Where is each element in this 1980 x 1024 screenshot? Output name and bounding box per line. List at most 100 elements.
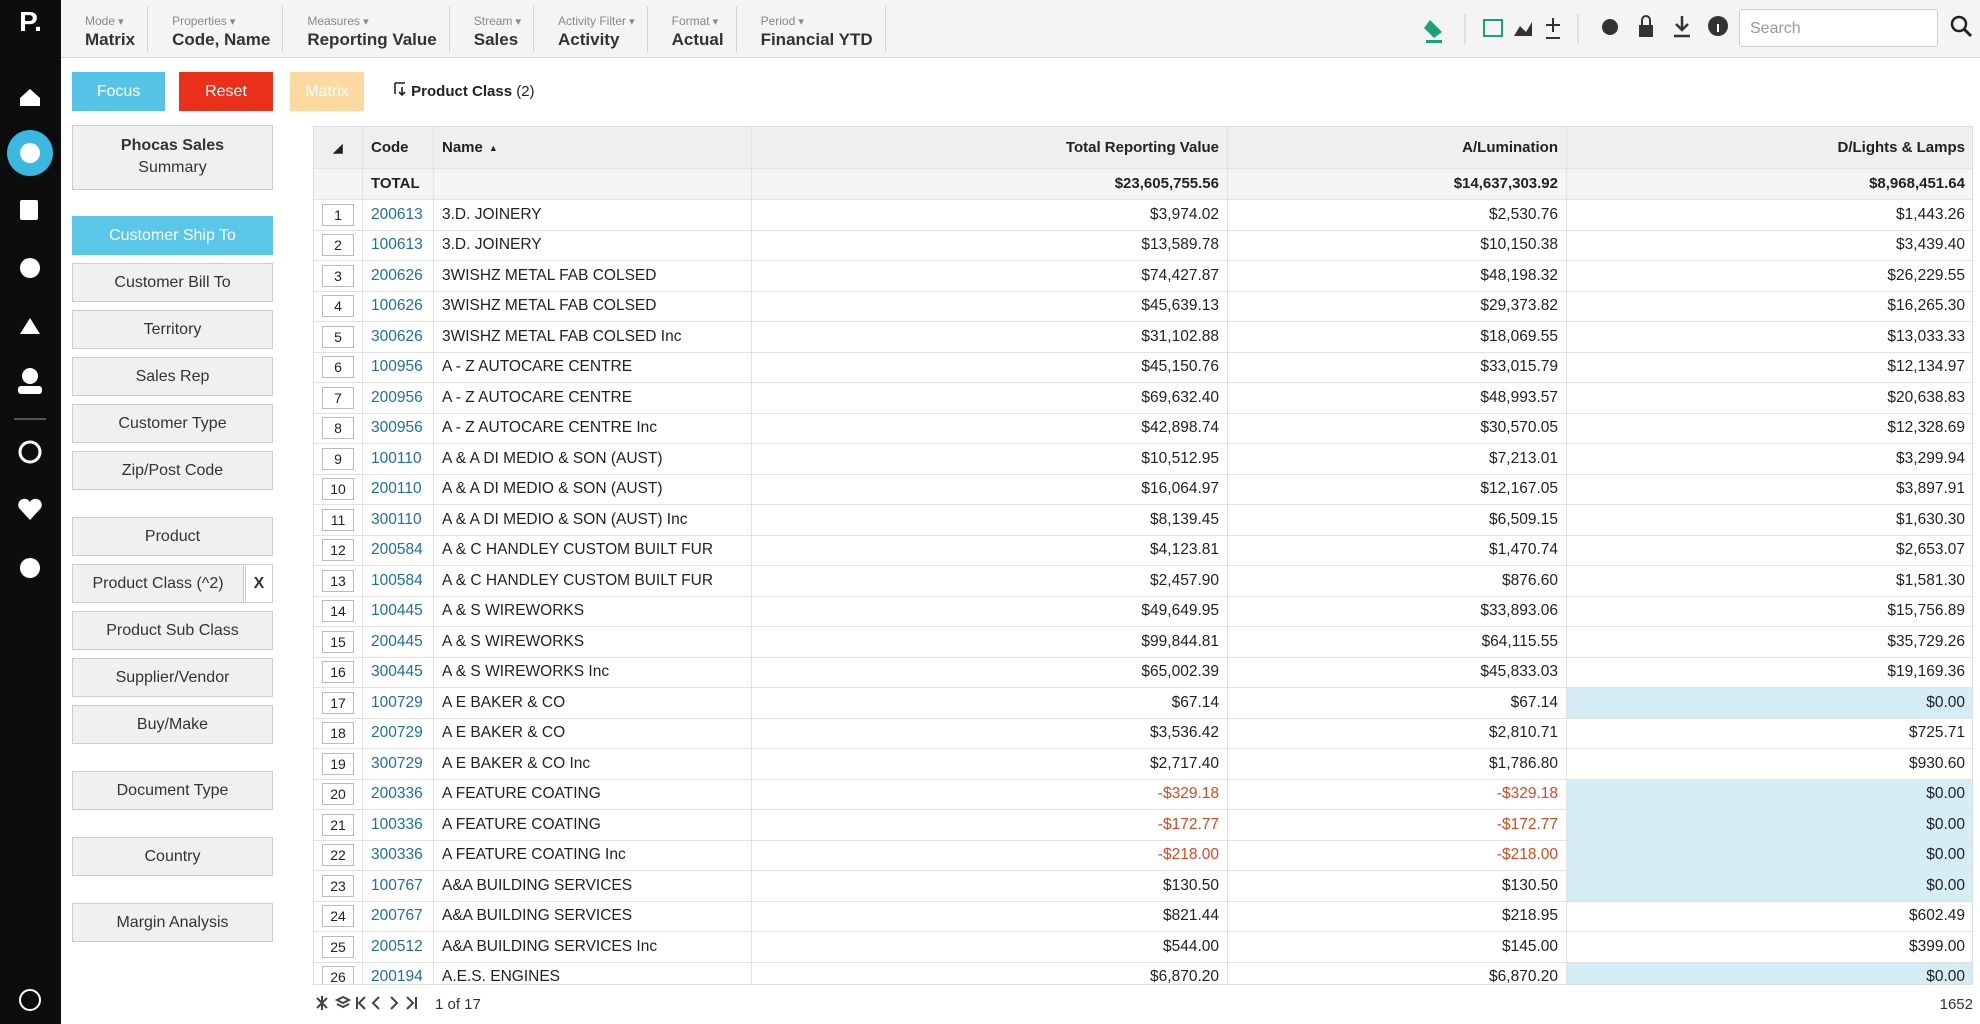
value-cell: $3,439.40 [1567,231,1973,261]
code-link[interactable]: 300626 [363,322,434,352]
code-link[interactable]: 200336 [363,780,434,810]
name-cell: A&A BUILDING SERVICES [434,902,752,932]
table-row: 9100110A & A DI MEDIO & SON (AUST)$10,51… [314,444,1973,475]
code-link[interactable]: 300956 [363,414,434,444]
value-cell: $2,457.90 [752,566,1228,596]
value-cell: $3,299.94 [1567,444,1973,474]
table-row: 22300336A FEATURE COATING Inc-$218.00-$2… [314,841,1973,872]
dimension-button[interactable]: Margin Analysis [72,903,273,942]
toolbar-item[interactable]: MeasuresReporting Value [283,6,449,52]
value-cell: -$218.00 [1228,841,1567,871]
dimension-button[interactable]: Territory [72,310,273,349]
focus-button[interactable]: Focus [72,72,165,111]
dimension-button[interactable]: Customer Ship To [72,216,273,255]
value-cell: $3,897.91 [1567,475,1973,505]
column-header[interactable]: Name▲ [434,127,752,168]
value-cell: $12,328.69 [1567,414,1973,444]
dimension-button[interactable]: Buy/Make [72,705,273,744]
breadcrumb[interactable]: Product Class (2) [393,82,535,100]
sidebar-title[interactable]: Phocas SalesSummary [72,125,273,190]
value-cell: $35,729.26 [1567,627,1973,657]
column-header[interactable]: A/Lumination [1228,127,1567,168]
toolbar-item[interactable]: PeriodFinancial YTD [737,6,886,52]
value-cell: $7,213.01 [1228,444,1567,474]
code-link[interactable]: 200626 [363,261,434,291]
code-link[interactable]: 100336 [363,810,434,840]
value-cell: $1,581.30 [1567,566,1973,596]
total-row: TOTAL$23,605,755.56$14,637,303.92$8,968,… [314,169,1973,200]
code-link[interactable]: 200110 [363,475,434,505]
column-header[interactable]: Code [363,127,434,168]
value-cell: $130.50 [1228,871,1567,901]
pager-icons[interactable] [313,994,433,1014]
dimension-button[interactable]: Document Type [72,771,273,810]
toolbar-item[interactable]: StreamSales [450,6,534,52]
code-link[interactable]: 100110 [363,444,434,474]
nav-rail: P. [0,0,61,1024]
dimension-button[interactable]: Supplier/Vendor [72,658,273,697]
table-row: 15200445A & S WIREWORKS$99,844.81$64,115… [314,627,1973,658]
toolbar-item[interactable]: ModeMatrix [61,6,148,52]
value-cell: $45,639.13 [752,292,1228,322]
dimension-button[interactable]: Sales Rep [72,357,273,396]
row-index: 17 [322,692,354,714]
row-index: 13 [322,570,354,592]
table-row: 26200194A.E.S. ENGINES$6,870.20$6,870.20… [314,963,1973,986]
name-cell: A E BAKER & CO [434,688,752,718]
code-link[interactable]: 100445 [363,597,434,627]
reset-button[interactable]: Reset [179,72,273,111]
code-link[interactable]: 200767 [363,902,434,932]
record-count: 1652 [1940,996,1973,1013]
code-link[interactable]: 100613 [363,231,434,261]
code-link[interactable]: 200194 [363,963,434,986]
code-link[interactable]: 300336 [363,841,434,871]
name-cell: A - Z AUTOCARE CENTRE [434,353,752,383]
dimension-button[interactable]: Customer Type [72,404,273,443]
code-link[interactable]: 300110 [363,505,434,535]
toolbar-item[interactable]: Activity FilterActivity [534,6,648,52]
row-index-cell: 7 [314,383,363,413]
value-cell: $2,717.40 [752,749,1228,779]
code-link[interactable]: 300729 [363,749,434,779]
dimension-button[interactable]: Product Class (^2) [72,564,244,603]
name-cell: A E BAKER & CO Inc [434,749,752,779]
table-row: 16300445A & S WIREWORKS Inc$65,002.39$45… [314,658,1973,689]
code-link[interactable]: 100729 [363,688,434,718]
code-link[interactable]: 200729 [363,719,434,749]
code-link[interactable]: 200613 [363,200,434,230]
sidebar-title-text: Phocas Sales [121,137,224,154]
value-cell: $1,470.74 [1228,536,1567,566]
row-index: 20 [322,783,354,805]
toolbar-item[interactable]: FormatActual [648,6,737,52]
toolbar-item[interactable]: PropertiesCode, Name [148,6,283,52]
dimension-button[interactable]: Country [72,837,273,876]
search-input[interactable]: Search [1739,9,1938,47]
code-link[interactable]: 100584 [363,566,434,596]
code-link[interactable]: 100626 [363,292,434,322]
dimension-button[interactable]: Customer Bill To [72,263,273,302]
value-cell: $876.60 [1228,566,1567,596]
matrix-button[interactable]: Matrix [290,72,364,111]
code-link[interactable]: 100956 [363,353,434,383]
row-index-cell: 10 [314,475,363,505]
dimension-button[interactable]: Product Sub Class [72,611,273,650]
code-link[interactable]: 300445 [363,658,434,688]
remove-button[interactable]: X [245,564,273,603]
search-icon[interactable] [1950,15,1974,39]
column-header[interactable]: Total Reporting Value [752,127,1228,168]
row-index: 7 [322,387,354,409]
dimension-button[interactable]: Product [72,517,273,556]
code-link[interactable]: 200584 [363,536,434,566]
row-index: 25 [322,936,354,958]
dimension-button[interactable]: Zip/Post Code [72,451,273,490]
data-table: ◢CodeName▲Total Reporting ValueA/Luminat… [313,126,1973,985]
column-header-text: Name [442,139,483,156]
code-link[interactable]: 200445 [363,627,434,657]
column-header[interactable]: D/Lights & Lamps [1567,127,1973,168]
code-link[interactable]: 200512 [363,932,434,962]
value-cell: $64,115.55 [1228,627,1567,657]
code-link[interactable]: 100767 [363,871,434,901]
code-link[interactable]: 200956 [363,383,434,413]
row-index-cell: 5 [314,322,363,352]
toolbar-label: Measures [307,14,436,28]
